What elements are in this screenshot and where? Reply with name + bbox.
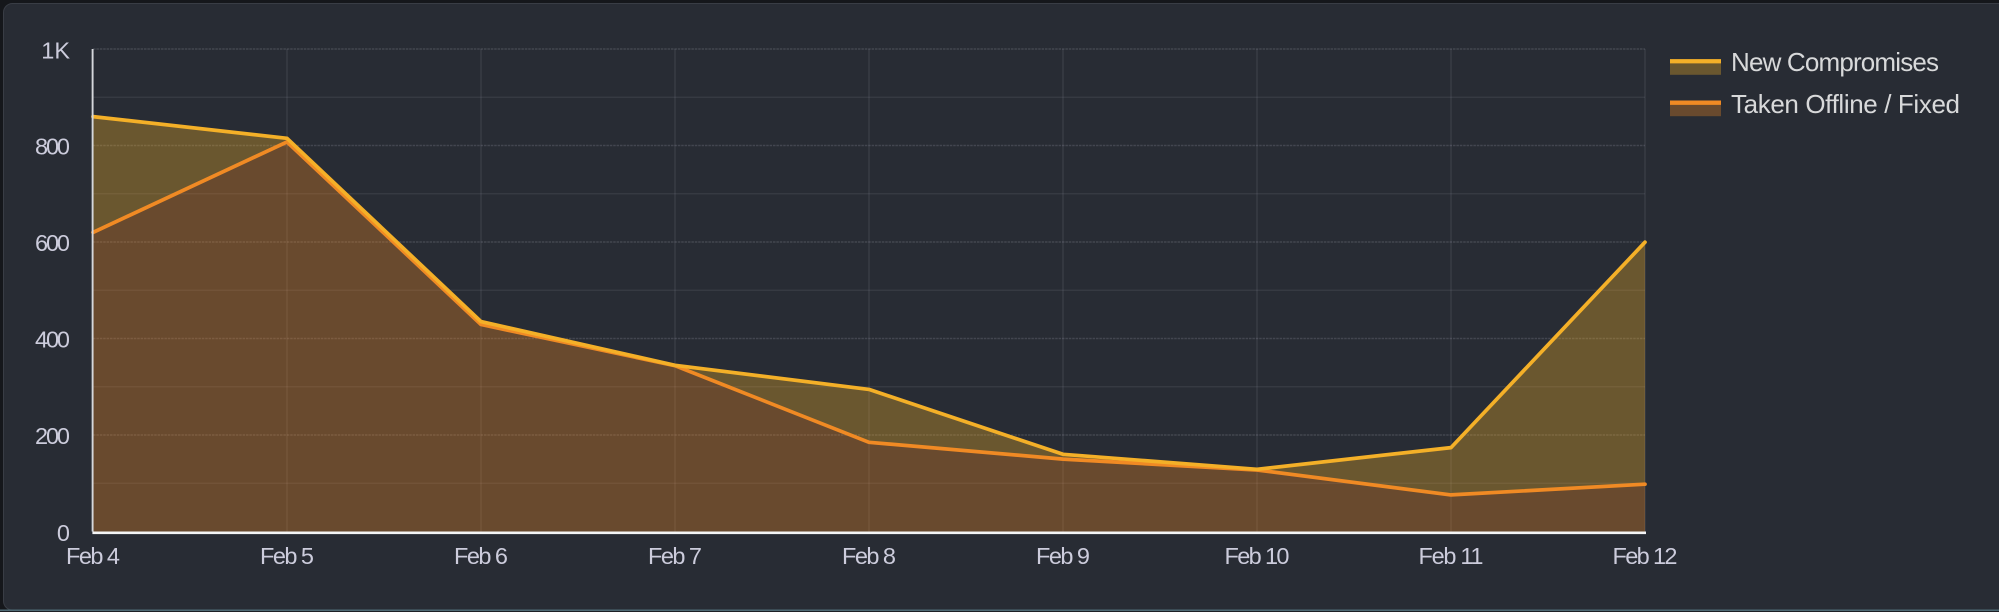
svg-text:Feb 9: Feb 9 (1036, 543, 1090, 569)
svg-text:Feb 5: Feb 5 (260, 543, 314, 569)
svg-text:Feb 7: Feb 7 (648, 543, 702, 569)
svg-text:600: 600 (35, 230, 70, 256)
svg-text:200: 200 (35, 423, 70, 449)
svg-text:1K: 1K (41, 37, 70, 63)
svg-text:Feb 10: Feb 10 (1225, 543, 1290, 569)
svg-text:Feb 12: Feb 12 (1613, 543, 1678, 569)
svg-text:Feb 8: Feb 8 (842, 543, 896, 569)
svg-text:800: 800 (35, 134, 70, 160)
svg-text:400: 400 (35, 327, 70, 353)
svg-text:Feb 6: Feb 6 (454, 543, 508, 569)
svg-text:Taken Offline / Fixed: Taken Offline / Fixed (1731, 89, 1960, 119)
svg-text:Feb 4: Feb 4 (66, 543, 120, 569)
svg-text:Feb 11: Feb 11 (1419, 543, 1484, 569)
svg-text:New Compromises: New Compromises (1731, 47, 1939, 77)
svg-text:0: 0 (57, 520, 70, 546)
